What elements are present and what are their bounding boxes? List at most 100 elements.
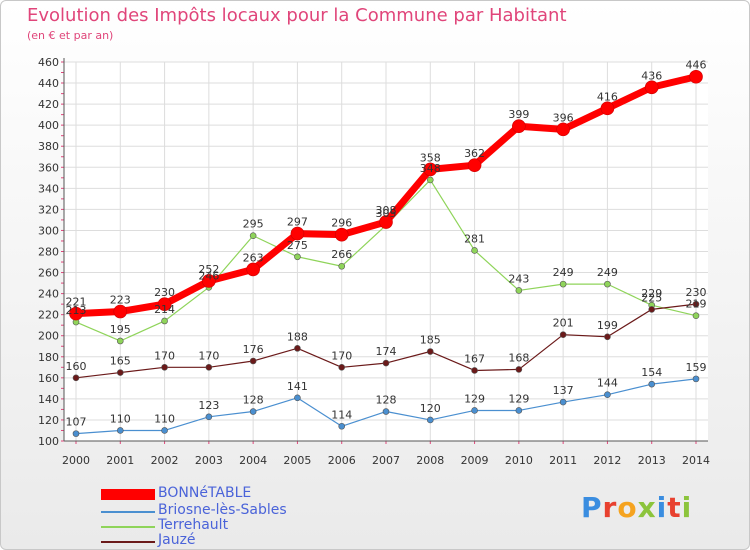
y-tick-label: 420	[38, 98, 59, 111]
data-label: 297	[287, 216, 308, 229]
x-tick-label: 2009	[461, 454, 489, 467]
data-point	[692, 300, 700, 308]
data-label: 243	[508, 272, 529, 285]
data-point	[113, 304, 128, 319]
x-tick-label: 2002	[151, 454, 179, 467]
data-point	[116, 427, 124, 434]
data-point	[471, 247, 478, 254]
y-tick-label: 200	[38, 330, 59, 343]
data-label: 110	[110, 412, 131, 425]
data-point	[426, 176, 434, 184]
y-tick-label: 400	[38, 119, 59, 132]
data-point	[382, 359, 390, 367]
data-label: 160	[66, 360, 87, 373]
data-point	[116, 337, 124, 345]
data-point	[604, 333, 611, 341]
x-tick-label: 2003	[195, 454, 223, 467]
data-label: 230	[686, 286, 707, 299]
y-tick-label: 440	[38, 77, 59, 90]
data-point	[338, 262, 346, 270]
proxiti-logo: Proxiti	[581, 491, 692, 524]
data-point	[471, 407, 478, 414]
data-point	[205, 364, 213, 371]
data-label: 275	[287, 239, 308, 252]
data-point	[471, 367, 478, 374]
data-label: 167	[464, 352, 485, 365]
data-label: 176	[243, 343, 264, 356]
logo-letter: r	[602, 491, 618, 524]
data-point	[604, 391, 611, 398]
data-label: 114	[331, 408, 352, 421]
data-label: 185	[420, 334, 441, 347]
data-label: 165	[110, 355, 131, 368]
data-point	[644, 80, 659, 95]
y-tick-label: 100	[38, 435, 59, 448]
logo-letter: t	[667, 491, 682, 524]
data-label: 144	[597, 377, 618, 390]
data-label: 399	[508, 108, 529, 121]
x-tick-label: 2010	[505, 454, 533, 467]
data-label: 252	[198, 263, 219, 276]
data-point	[157, 297, 172, 311]
data-label: 362	[464, 147, 485, 160]
data-point	[249, 357, 257, 365]
data-point	[423, 162, 438, 177]
x-tick-label: 2014	[682, 454, 710, 467]
data-label: 107	[66, 416, 87, 429]
data-point	[338, 364, 346, 371]
data-point	[294, 253, 301, 261]
logo-letter: P	[581, 491, 603, 524]
data-label: 246	[198, 269, 219, 282]
x-tick-label: 2008	[416, 454, 444, 467]
data-point	[426, 416, 434, 424]
y-tick-label: 120	[38, 414, 59, 427]
data-label: 170	[331, 349, 352, 362]
data-point	[515, 407, 523, 414]
data-point	[559, 280, 567, 288]
data-label: 295	[243, 218, 264, 231]
data-point	[294, 345, 301, 352]
data-point	[69, 306, 83, 321]
data-point	[559, 331, 567, 338]
data-point	[246, 262, 260, 277]
x-tick-label: 2005	[283, 454, 311, 467]
data-label: 154	[641, 366, 662, 379]
legend-label: Briosne-lès-Sables	[158, 502, 287, 518]
data-label: 195	[110, 323, 131, 336]
data-label: 229	[641, 287, 662, 300]
x-tick-label: 2001	[106, 454, 134, 467]
data-label: 348	[420, 162, 441, 175]
data-point	[600, 101, 615, 116]
data-label: 129	[508, 392, 529, 405]
y-tick-label: 160	[38, 372, 59, 385]
data-label: 129	[464, 392, 485, 405]
data-label: 223	[110, 294, 131, 307]
data-label: 221	[66, 296, 87, 309]
data-label: 214	[154, 303, 175, 316]
y-tick-label: 280	[38, 246, 59, 259]
data-label: 110	[154, 412, 175, 425]
data-point	[249, 408, 257, 415]
data-label: 168	[508, 351, 529, 364]
data-label: 446	[686, 59, 707, 72]
logo-letter: o	[617, 491, 638, 524]
data-point	[116, 369, 124, 376]
y-tick-label: 360	[38, 161, 59, 174]
x-tick-label: 2012	[593, 454, 621, 467]
data-point	[689, 69, 703, 84]
y-tick-label: 460	[38, 56, 59, 69]
data-point	[249, 232, 257, 240]
data-label: 170	[198, 349, 219, 362]
data-point	[161, 317, 168, 325]
data-label: 128	[243, 394, 264, 407]
y-tick-label: 240	[38, 288, 59, 301]
data-label: 159	[686, 361, 707, 374]
y-tick-label: 340	[38, 182, 59, 195]
data-point	[72, 430, 80, 437]
data-point	[512, 119, 526, 134]
data-point	[692, 375, 700, 383]
logo-letter: x	[637, 491, 657, 524]
data-label: 396	[553, 111, 574, 124]
x-tick-label: 2011	[549, 454, 577, 467]
